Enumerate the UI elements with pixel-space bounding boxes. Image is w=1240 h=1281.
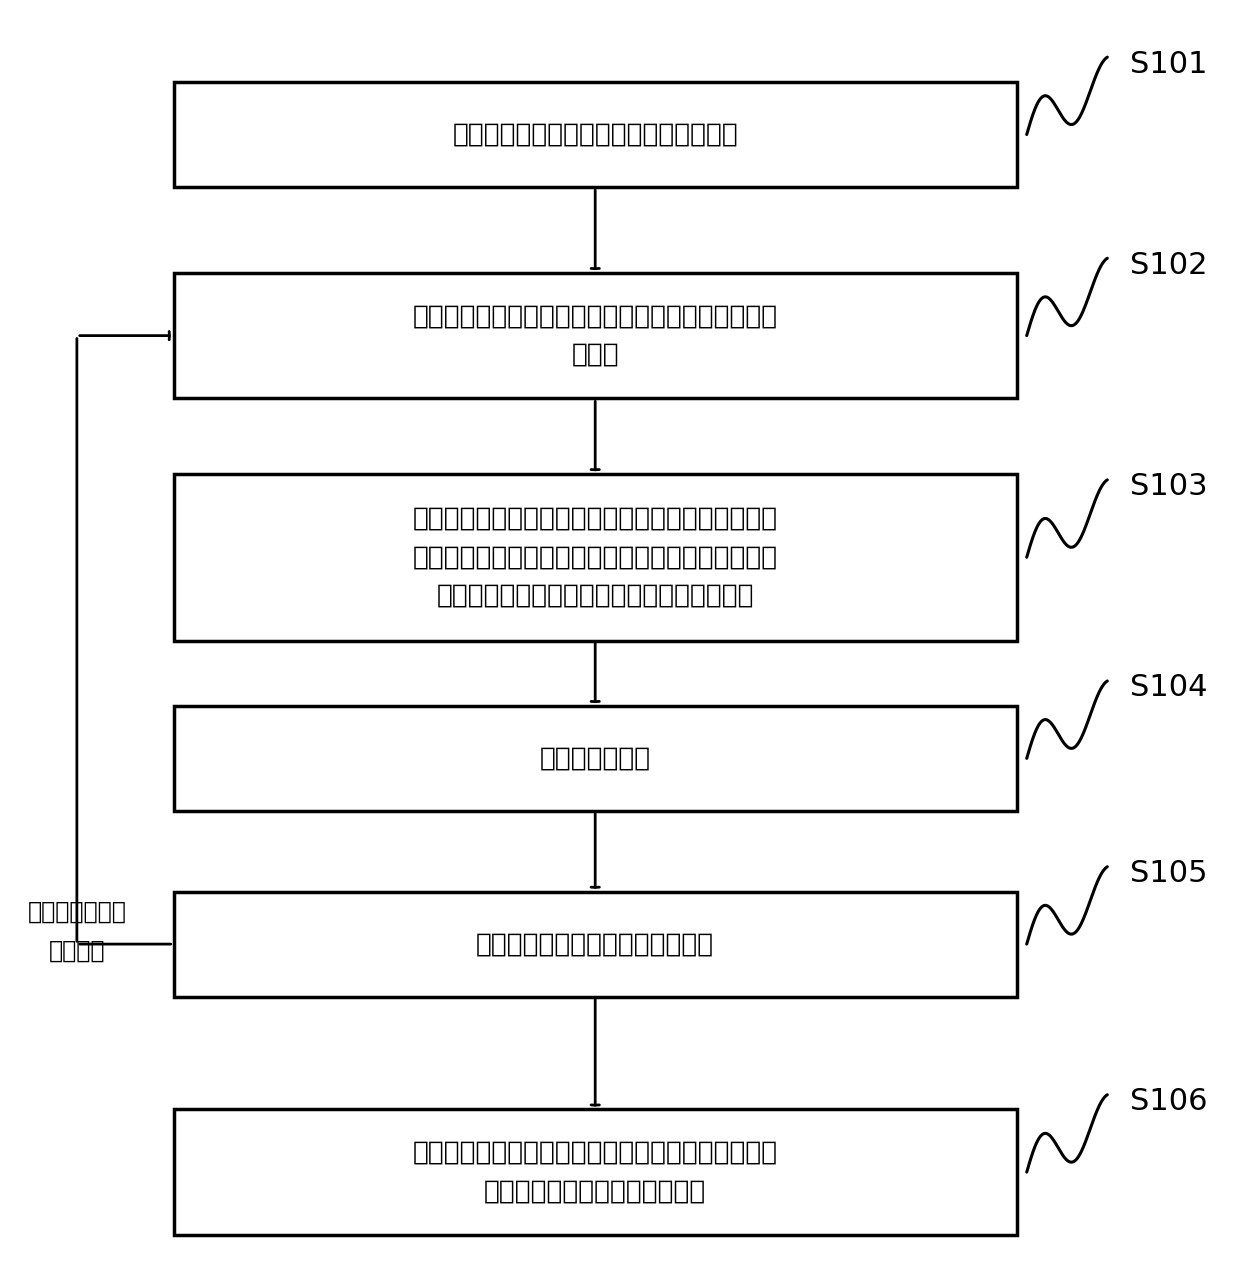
Text: S101: S101	[1130, 50, 1208, 78]
Bar	[174, 892, 1017, 997]
Text: 比较目标函数值和预设的判决阈值: 比较目标函数值和预设的判决阈值	[476, 931, 714, 957]
Bar	[174, 1109, 1017, 1235]
Text: S103: S103	[1130, 473, 1208, 501]
Bar	[174, 474, 1017, 640]
Text: 若目标函数值小于或等于判决阈值，则将当前试算算: 若目标函数值小于或等于判决阈值，则将当前试算算	[413, 1140, 777, 1166]
Text: 接收输入的待解释参数和对应的数值范围: 接收输入的待解释参数和对应的数值范围	[453, 122, 738, 147]
Bar	[174, 82, 1017, 187]
Text: 例包含的参数值确定为解释结果: 例包含的参数值确定为解释结果	[484, 1179, 707, 1204]
Text: 在该数值范围内对待解释参数进行抽样，得到一个试: 在该数值范围内对待解释参数进行抽样，得到一个试	[413, 304, 777, 329]
Text: 神经网络和第二高斯径向基神经网络，得到试算算例: 神经网络和第二高斯径向基神经网络，得到试算算例	[413, 544, 777, 570]
Text: S105: S105	[1130, 860, 1208, 888]
Text: 将试算算例分别输入预先完成训练的第一高斯径向基: 将试算算例分别输入预先完成训练的第一高斯径向基	[413, 506, 777, 532]
Text: 目标函数值大于: 目标函数值大于	[27, 901, 126, 924]
Text: S102: S102	[1130, 251, 1208, 279]
Bar	[174, 273, 1017, 398]
Text: 算算例: 算算例	[572, 342, 619, 368]
Text: S106: S106	[1130, 1088, 1208, 1116]
Text: 对应的计算压力变化数据和计算压力导数数据: 对应的计算压力变化数据和计算压力导数数据	[436, 583, 754, 608]
Text: 计算目标函数值: 计算目标函数值	[539, 746, 651, 771]
Text: 判决阈值: 判决阈值	[48, 939, 105, 962]
Bar	[174, 706, 1017, 811]
Text: S104: S104	[1130, 674, 1208, 702]
